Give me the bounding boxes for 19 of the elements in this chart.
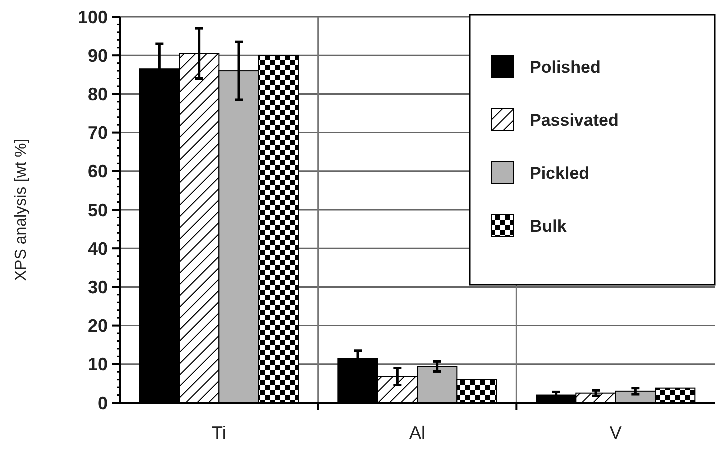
y-tick-label: 20 bbox=[88, 316, 108, 336]
x-tick-label: Al bbox=[409, 423, 426, 443]
y-tick-label: 50 bbox=[88, 200, 108, 220]
legend-label: Polished bbox=[530, 58, 601, 77]
x-tick-label: V bbox=[610, 423, 622, 443]
y-tick-label: 60 bbox=[88, 162, 108, 182]
y-tick-label: 10 bbox=[88, 354, 108, 375]
legend-label: Passivated bbox=[530, 110, 619, 130]
y-tick-label: 70 bbox=[88, 123, 108, 144]
y-tick-label: 80 bbox=[88, 84, 108, 104]
legend-label: Bulk bbox=[530, 216, 568, 236]
y-axis-title: XPS analysis [wt %] bbox=[13, 138, 30, 282]
legend-label: Pickled bbox=[530, 164, 590, 183]
y-tick-label: 90 bbox=[88, 46, 108, 66]
y-tick-label: 100 bbox=[78, 7, 108, 28]
y-tick-label: 30 bbox=[88, 278, 108, 298]
y-tick-label: 0 bbox=[98, 393, 108, 414]
x-tick-label: Ti bbox=[212, 423, 226, 443]
y-tick-label: 40 bbox=[88, 238, 108, 259]
